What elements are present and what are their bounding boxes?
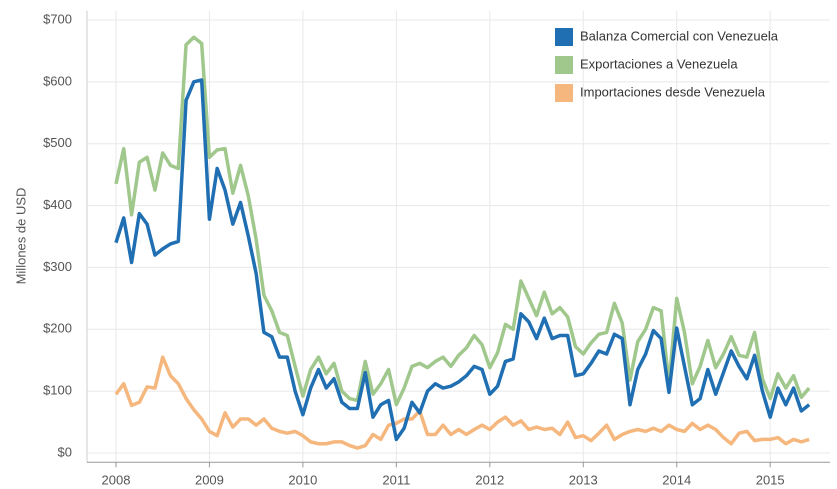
y-tick-label: $500: [43, 135, 72, 150]
legend-swatch: [555, 84, 573, 102]
x-tick-label: 2011: [382, 472, 410, 487]
y-tick-label: $100: [43, 383, 72, 398]
x-tick-label: 2014: [662, 472, 691, 487]
y-axis-label: Millones de USD: [13, 188, 28, 285]
legend-label: Balanza Comercial con Venezuela: [580, 28, 779, 43]
x-tick-label: 2009: [195, 472, 224, 487]
series-line: [114, 355, 810, 450]
legend-swatch: [555, 56, 573, 74]
y-tick-label: $700: [43, 11, 72, 26]
x-tick-label: 2015: [756, 472, 785, 487]
x-tick-label: 2010: [288, 472, 317, 487]
series-line: [114, 78, 811, 442]
legend-label: Importaciones desde Venezuela: [580, 84, 766, 99]
y-tick-label: $200: [43, 321, 72, 336]
y-tick-label: $400: [43, 197, 72, 212]
y-tick-label: $0: [58, 444, 72, 459]
x-tick-label: 2013: [569, 472, 598, 487]
legend-swatch: [555, 28, 573, 46]
series-line: [114, 35, 811, 407]
y-tick-label: $600: [43, 73, 72, 88]
x-tick-label: 2012: [475, 472, 504, 487]
legend-label: Exportaciones a Venezuela: [580, 56, 738, 71]
y-tick-label: $300: [43, 259, 72, 274]
x-tick-label: 2008: [102, 472, 131, 487]
